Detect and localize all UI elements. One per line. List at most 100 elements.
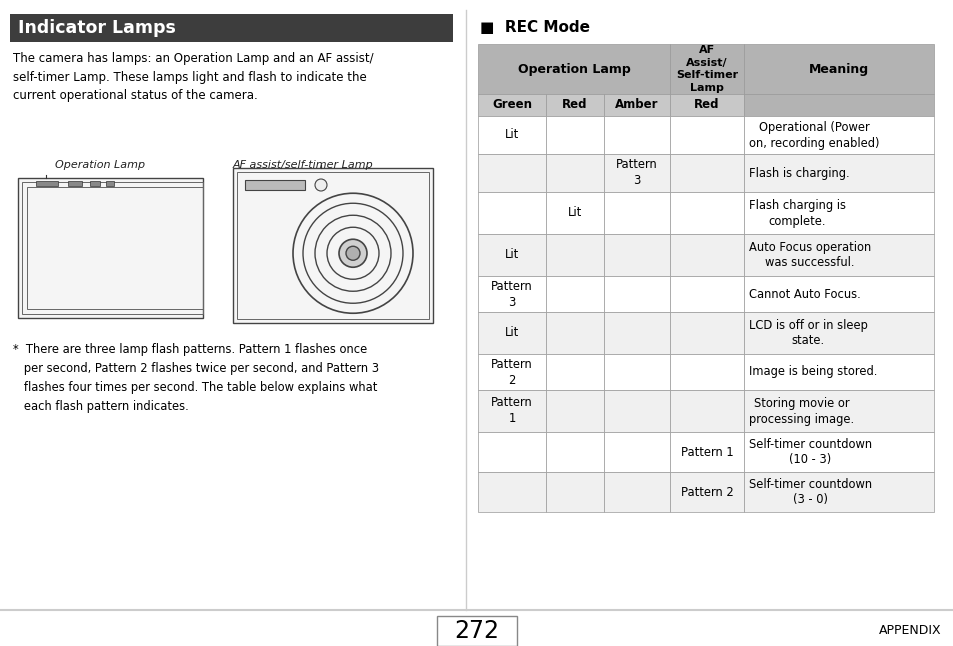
Text: Indicator Lamps: Indicator Lamps	[18, 19, 175, 37]
Bar	[743, 472, 933, 512]
Text: Red: Red	[561, 98, 587, 112]
Text: Operation Lamp: Operation Lamp	[517, 63, 630, 76]
Text: ■  REC Mode: ■ REC Mode	[479, 20, 589, 35]
Text: Lit: Lit	[504, 249, 518, 262]
Text: Pattern
2: Pattern 2	[491, 357, 533, 386]
Bar	[545, 312, 603, 354]
Bar	[233, 168, 433, 323]
Bar	[669, 354, 743, 390]
Bar	[669, 116, 743, 154]
Text: 272: 272	[454, 619, 499, 643]
Bar	[545, 390, 603, 432]
Text: Green: Green	[492, 98, 532, 112]
Bar	[743, 192, 933, 234]
Bar	[545, 192, 603, 234]
Bar	[477, 44, 669, 94]
Bar	[743, 94, 933, 116]
Bar	[477, 354, 545, 390]
Bar	[743, 44, 933, 94]
Bar	[743, 234, 933, 276]
Bar	[545, 234, 603, 276]
Bar	[669, 192, 743, 234]
Bar	[477, 94, 545, 116]
Bar	[603, 192, 669, 234]
Bar	[18, 178, 203, 318]
Bar	[603, 432, 669, 472]
Bar	[669, 432, 743, 472]
Circle shape	[338, 239, 367, 267]
Bar	[477, 432, 545, 472]
Bar	[603, 234, 669, 276]
Bar	[743, 432, 933, 472]
Text: Lit: Lit	[504, 129, 518, 141]
Bar	[603, 354, 669, 390]
Circle shape	[346, 246, 359, 260]
Bar	[603, 312, 669, 354]
Text: Operational (Power
on, recording enabled): Operational (Power on, recording enabled…	[748, 121, 879, 149]
Bar	[603, 94, 669, 116]
Bar	[477, 192, 545, 234]
Text: Operation Lamp: Operation Lamp	[55, 160, 145, 170]
Bar	[10, 14, 453, 42]
Bar	[68, 181, 82, 186]
Bar	[603, 276, 669, 312]
Bar	[743, 154, 933, 192]
Text: Amber: Amber	[615, 98, 659, 112]
Bar	[743, 354, 933, 390]
Text: AF
Assist/
Self-timer
Lamp: AF Assist/ Self-timer Lamp	[676, 45, 738, 92]
Bar	[477, 472, 545, 512]
Bar	[545, 154, 603, 192]
Bar	[106, 181, 113, 186]
Bar	[477, 312, 545, 354]
Bar	[545, 354, 603, 390]
Bar	[603, 116, 669, 154]
Text: Pattern
3: Pattern 3	[616, 158, 658, 187]
Bar	[669, 472, 743, 512]
Text: The camera has lamps: an Operation Lamp and an AF assist/
self-timer Lamp. These: The camera has lamps: an Operation Lamp …	[13, 52, 374, 102]
Bar	[669, 234, 743, 276]
Bar	[743, 276, 933, 312]
Text: Self-timer countdown
(3 - 0): Self-timer countdown (3 - 0)	[748, 477, 871, 506]
Bar	[236, 172, 429, 319]
Text: Image is being stored.: Image is being stored.	[748, 366, 877, 379]
Text: Flash charging is
complete.: Flash charging is complete.	[748, 198, 845, 227]
Bar	[90, 181, 100, 186]
Text: Flash is charging.: Flash is charging.	[748, 167, 849, 180]
Bar	[669, 154, 743, 192]
Bar	[27, 187, 203, 309]
Bar	[743, 116, 933, 154]
Text: Red: Red	[694, 98, 719, 112]
Bar	[545, 94, 603, 116]
Text: Cannot Auto Focus.: Cannot Auto Focus.	[748, 287, 860, 300]
Bar	[669, 312, 743, 354]
Circle shape	[314, 179, 327, 191]
Bar	[743, 312, 933, 354]
Bar	[477, 390, 545, 432]
Bar	[477, 154, 545, 192]
Bar	[477, 234, 545, 276]
Text: Self-timer countdown
(10 - 3): Self-timer countdown (10 - 3)	[748, 437, 871, 466]
Text: Lit: Lit	[567, 207, 581, 220]
Text: Meaning: Meaning	[808, 63, 868, 76]
Bar	[743, 390, 933, 432]
Text: Pattern
3: Pattern 3	[491, 280, 533, 309]
Bar	[545, 432, 603, 472]
Text: Lit: Lit	[504, 326, 518, 340]
Text: Pattern 2: Pattern 2	[679, 486, 733, 499]
Bar	[603, 390, 669, 432]
Bar	[436, 616, 517, 646]
Bar	[669, 276, 743, 312]
Bar	[603, 154, 669, 192]
Text: LCD is off or in sleep
state.: LCD is off or in sleep state.	[748, 318, 867, 348]
Bar	[669, 44, 743, 94]
Bar	[22, 182, 203, 314]
Bar	[669, 94, 743, 116]
Bar	[545, 116, 603, 154]
Text: Pattern 1: Pattern 1	[680, 446, 733, 459]
Bar	[669, 390, 743, 432]
Text: Pattern
1: Pattern 1	[491, 397, 533, 426]
Bar	[545, 472, 603, 512]
Text: APPENDIX: APPENDIX	[879, 625, 941, 638]
Text: Auto Focus operation
was successful.: Auto Focus operation was successful.	[748, 240, 870, 269]
Bar	[245, 180, 305, 190]
